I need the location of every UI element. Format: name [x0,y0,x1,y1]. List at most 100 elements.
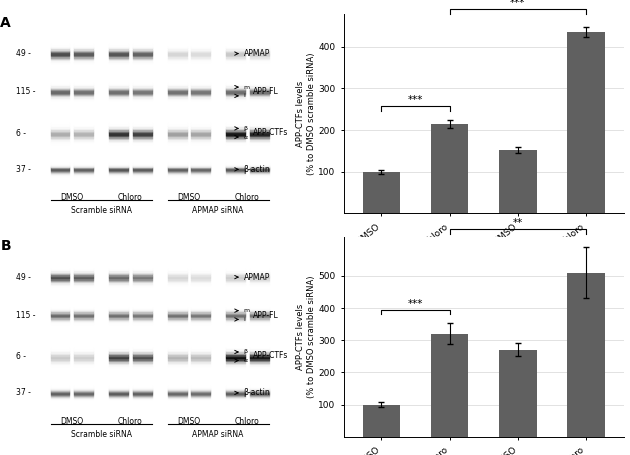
Bar [74,95,93,96]
Bar [109,56,128,58]
Bar [249,387,268,388]
Bar [74,367,93,369]
Bar [168,287,186,288]
Bar [74,132,93,133]
Bar [191,173,210,174]
Bar [133,131,152,132]
Bar [133,394,152,395]
Bar [249,141,268,142]
Bar [191,59,210,60]
Bar [50,170,69,171]
Bar [50,136,69,138]
Bar [74,345,93,347]
Bar [249,388,268,389]
Bar [191,123,210,125]
Bar [226,395,245,396]
Bar [249,131,268,132]
Bar [226,63,245,64]
Bar [133,169,152,170]
Bar [109,270,128,272]
Bar [249,354,268,355]
Bar [109,355,128,357]
Bar [168,316,186,318]
Bar [226,287,245,288]
Bar [168,56,186,58]
Bar [50,313,69,314]
Bar [168,170,186,171]
Bar [50,304,69,305]
Bar [109,267,128,268]
Bar [249,50,268,51]
Bar [168,131,186,132]
Bar [133,267,152,268]
Bar [109,121,128,122]
Bar [109,283,128,284]
Bar [168,384,186,385]
Bar [74,285,93,287]
Bar [226,357,245,359]
Bar [249,304,268,305]
Bar [191,363,210,364]
Bar [191,322,210,324]
Bar [109,313,128,314]
Bar [191,364,210,366]
Bar [168,396,186,397]
Bar [133,350,152,351]
Bar [168,390,186,391]
Text: 49 -: 49 - [16,273,30,282]
Bar [133,320,152,321]
Bar [109,166,128,167]
Bar [191,61,210,63]
Bar [133,173,152,174]
Bar [109,60,128,61]
Bar [168,82,186,83]
Bar [74,101,93,102]
Bar [133,61,152,63]
Bar [109,273,128,274]
Bar [226,46,245,47]
Bar [168,167,186,168]
Bar [226,325,245,326]
Bar [50,145,69,147]
Text: β: β [243,126,248,131]
Bar [168,52,186,54]
Bar [249,86,268,88]
Bar [74,392,93,393]
Bar [191,355,210,357]
Bar [191,128,210,129]
Bar [74,99,93,100]
Bar [168,398,186,399]
Bar [168,51,186,52]
Bar [191,90,210,91]
Bar [249,324,268,325]
Bar [50,64,69,66]
Bar [168,101,186,102]
Bar [191,63,210,64]
Bar [109,163,128,164]
Bar [133,304,152,305]
Bar [74,354,93,355]
Bar [50,132,69,133]
Bar [249,63,268,64]
Bar [168,161,186,162]
Bar [191,46,210,47]
Text: i: i [243,93,245,98]
Bar [249,163,268,164]
Bar [74,277,93,278]
Bar [74,324,93,325]
Bar [226,175,245,176]
Bar [133,355,152,357]
Bar [133,400,152,401]
Bar [226,366,245,367]
Bar [191,99,210,100]
Bar [50,345,69,347]
Bar [249,167,268,168]
Bar [50,128,69,129]
Bar [226,165,245,166]
Bar [191,284,210,285]
Bar [50,94,69,95]
Bar [249,280,268,281]
Bar [50,270,69,272]
Bar [168,175,186,176]
Bar [226,283,245,284]
